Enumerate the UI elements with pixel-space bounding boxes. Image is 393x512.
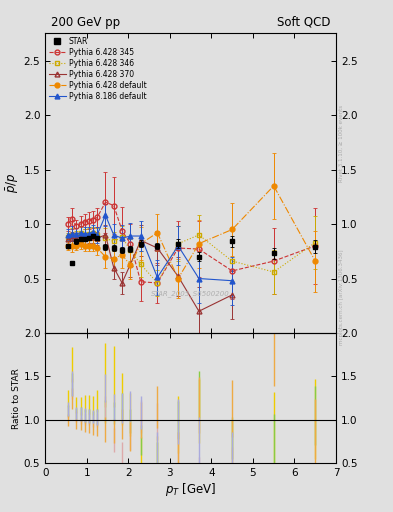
Y-axis label: Ratio to STAR: Ratio to STAR [12,368,21,429]
Text: STAR_2005_S6500200: STAR_2005_S6500200 [151,290,230,297]
X-axis label: $p_T$ [GeV]: $p_T$ [GeV] [165,481,216,498]
Legend: STAR, Pythia 6.428 345, Pythia 6.428 346, Pythia 6.428 370, Pythia 6.428 default: STAR, Pythia 6.428 345, Pythia 6.428 346… [48,35,148,102]
Text: 200 GeV pp: 200 GeV pp [51,16,120,29]
Y-axis label: $\bar{p}/p$: $\bar{p}/p$ [4,173,21,194]
Text: mcplots.cern.ch [arXiv:1306.3436]: mcplots.cern.ch [arXiv:1306.3436] [339,249,344,345]
Text: Rivet 3.1.10, ≥ 100k events: Rivet 3.1.10, ≥ 100k events [339,105,344,182]
Text: Soft QCD: Soft QCD [277,16,330,29]
